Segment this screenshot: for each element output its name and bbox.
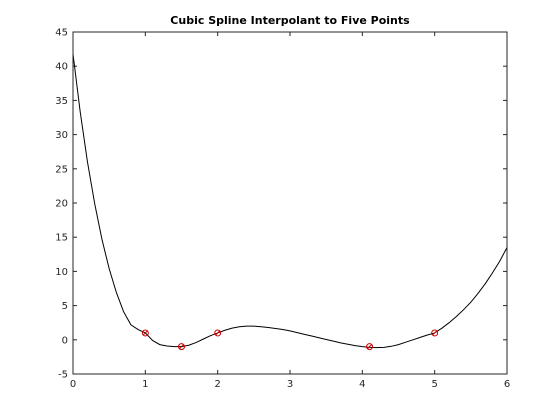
y-tick-label: 40 [55, 62, 68, 73]
data-point-marker [431, 329, 439, 337]
data-point-marker [178, 343, 185, 351]
spline-curve-group [72, 53, 508, 349]
y-tick-label: 10 [55, 267, 68, 278]
data-point-marker [366, 343, 374, 351]
marker-circle [366, 343, 374, 351]
marker-slash [432, 330, 438, 336]
y-tick-label: 30 [55, 130, 68, 141]
marker-slash [215, 330, 221, 336]
marker-circle [141, 329, 149, 337]
marker-slash [179, 344, 184, 350]
y-tick-label: -5 [58, 370, 68, 381]
data-point-marker [141, 329, 149, 337]
x-tick-label: 4 [359, 379, 365, 390]
x-tick-label: 0 [70, 379, 76, 390]
y-tick-label: 20 [55, 199, 68, 210]
y-tick-label: 35 [55, 96, 68, 107]
y-tick-label: 0 [62, 335, 68, 346]
data-points [141, 329, 439, 351]
marker-slash [142, 330, 148, 336]
x-tick-label: 6 [504, 379, 510, 390]
marker-circle [431, 329, 439, 337]
plot-area-box [72, 31, 508, 375]
marker-circle [214, 329, 222, 337]
y-tick-label: 5 [62, 301, 68, 312]
x-tick-label: 1 [142, 379, 148, 390]
y-tick-label: 15 [55, 233, 68, 244]
y-tick-label: 45 [55, 28, 68, 39]
marker-circle [178, 343, 185, 351]
chart-title: Cubic Spline Interpolant to Five Points [170, 14, 410, 27]
data-point-marker [214, 329, 222, 337]
x-tick-label: 2 [214, 379, 220, 390]
x-tick-label: 5 [431, 379, 437, 390]
x-tick-label: 3 [287, 379, 293, 390]
y-tick-label: 25 [55, 164, 68, 175]
marker-slash [367, 344, 373, 350]
spline-curve [72, 53, 508, 349]
